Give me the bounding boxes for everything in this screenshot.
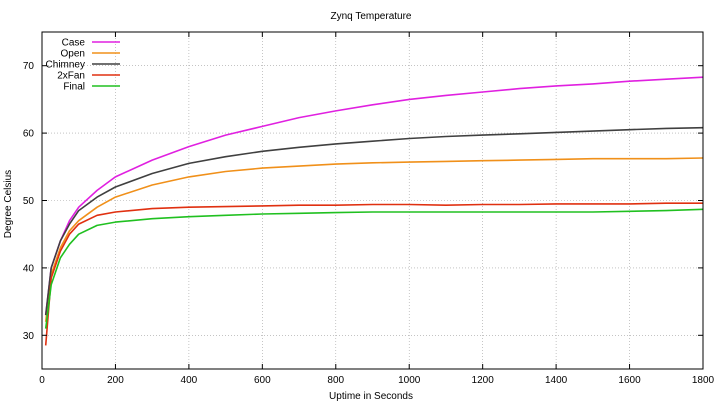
- x-tick-label: 200: [107, 375, 124, 386]
- x-tick-label: 800: [327, 375, 344, 386]
- y-tick-label: 40: [23, 263, 35, 274]
- x-tick-label: 1200: [472, 375, 495, 386]
- series-line-chimney: [44, 126, 704, 316]
- x-tick-label: 1600: [618, 375, 641, 386]
- x-tick-label: 600: [254, 375, 271, 386]
- x-axis-label: Uptime in Seconds: [329, 391, 413, 402]
- legend-label-final: Final: [63, 82, 85, 93]
- series-line-final: [44, 208, 704, 329]
- grid-lines: [42, 32, 703, 369]
- series-lines: [44, 76, 704, 346]
- y-tick-label: 50: [23, 196, 35, 207]
- legend-label-open: Open: [61, 49, 85, 60]
- x-tick-label: 1800: [692, 375, 715, 386]
- legend-label-2xfan: 2xFan: [57, 71, 85, 82]
- y-tick-label: 30: [23, 331, 35, 342]
- x-tick-label: 1000: [398, 375, 421, 386]
- y-tick-label: 60: [23, 129, 35, 140]
- y-axis-label: Degree Celsius: [3, 170, 14, 238]
- y-tick-label: 70: [23, 61, 35, 72]
- x-tick-label: 400: [181, 375, 198, 386]
- series-line-open: [44, 157, 704, 322]
- series-line-case: [44, 76, 704, 316]
- x-tick-label: 0: [39, 375, 45, 386]
- legend-label-case: Case: [62, 38, 86, 49]
- axis-ticks: 0 200 400 600 800 1000 1200 1400 1600 1800 30 40 50 6…: [23, 32, 715, 386]
- series-line-2xfan: [44, 202, 703, 346]
- x-tick-label: 1400: [545, 375, 568, 386]
- chart-title: Zynq Temperature: [331, 11, 412, 22]
- legend-label-chimney: Chimney: [46, 60, 85, 71]
